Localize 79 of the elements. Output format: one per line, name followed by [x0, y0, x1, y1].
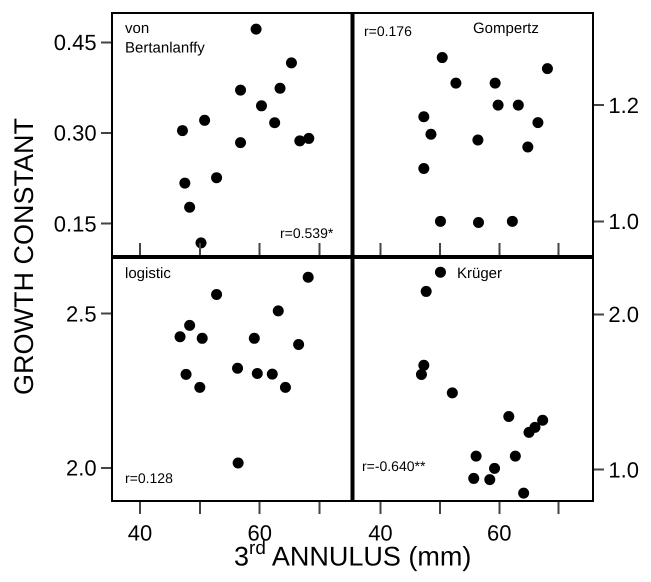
- point: [174, 331, 186, 342]
- point: [492, 100, 504, 111]
- chart-title: Gompertz: [473, 20, 539, 37]
- point: [468, 472, 480, 484]
- point: [518, 488, 530, 499]
- point: [522, 141, 534, 152]
- point: [489, 462, 500, 474]
- point: [256, 100, 267, 112]
- point: [510, 450, 521, 462]
- point: [211, 288, 222, 300]
- point: [211, 172, 222, 184]
- point: [434, 216, 446, 227]
- text: von Bertanlanffy: [125, 20, 206, 56]
- point: [418, 162, 430, 174]
- y-tick-label: 1.0: [608, 457, 639, 482]
- point: [184, 202, 196, 213]
- annotation: r=-0.640**: [362, 458, 426, 474]
- point: [232, 362, 244, 374]
- annotation: r=0.176: [364, 23, 412, 39]
- point: [532, 117, 544, 128]
- y-axis-title: GROWTH CONSTANT: [9, 118, 39, 395]
- point: [232, 457, 244, 468]
- chart-title: logistic: [125, 265, 172, 282]
- point: [302, 272, 314, 283]
- point: [418, 360, 430, 371]
- point: [293, 338, 304, 350]
- point: [512, 100, 524, 111]
- annotation: r=0.128: [125, 470, 174, 486]
- point: [470, 450, 482, 462]
- point: [503, 411, 514, 422]
- point: [176, 125, 188, 136]
- y-tick-label: 2.5: [66, 301, 97, 326]
- point: [179, 178, 190, 189]
- point: [416, 368, 427, 380]
- point: [294, 135, 306, 146]
- x-tick-label: 60: [487, 520, 512, 546]
- point: [272, 305, 284, 316]
- chart-title: Krüger: [457, 265, 502, 282]
- point: [436, 52, 448, 64]
- point: [434, 266, 446, 278]
- x-tick-label: 40: [368, 520, 393, 546]
- point: [446, 387, 458, 398]
- point: [472, 134, 484, 146]
- point: [274, 82, 286, 94]
- point: [425, 128, 436, 140]
- point: [303, 132, 314, 144]
- point: [490, 78, 501, 89]
- y-tick-label: 1.0: [608, 209, 639, 234]
- y-tick-label: 2.0: [66, 456, 97, 481]
- point: [235, 137, 246, 148]
- point: [529, 422, 540, 433]
- point: [537, 414, 548, 426]
- y-tick-label: 0.45: [54, 30, 97, 56]
- point: [542, 63, 553, 74]
- y-tick-label: 0.30: [54, 120, 97, 146]
- annotation: r=0.539*: [280, 225, 334, 241]
- point: [248, 332, 260, 344]
- point: [420, 286, 432, 297]
- point: [235, 84, 246, 96]
- point: [194, 382, 206, 393]
- y-tick-label: 2.0: [608, 302, 639, 328]
- point: [196, 332, 208, 344]
- y-tick-label: 1.2: [608, 92, 639, 118]
- point: [184, 320, 196, 331]
- y-tick-label: 0.15: [54, 211, 97, 236]
- point: [484, 474, 496, 486]
- point: [250, 24, 262, 35]
- point: [199, 114, 210, 126]
- point: [180, 368, 192, 380]
- point: [280, 382, 291, 393]
- point: [472, 216, 484, 228]
- point: [269, 117, 280, 128]
- point: [418, 111, 430, 122]
- point: [266, 368, 278, 380]
- point: [450, 78, 462, 89]
- point: [286, 57, 297, 68]
- point: [252, 368, 263, 379]
- point: [506, 216, 518, 227]
- x-tick-label: 40: [128, 520, 152, 546]
